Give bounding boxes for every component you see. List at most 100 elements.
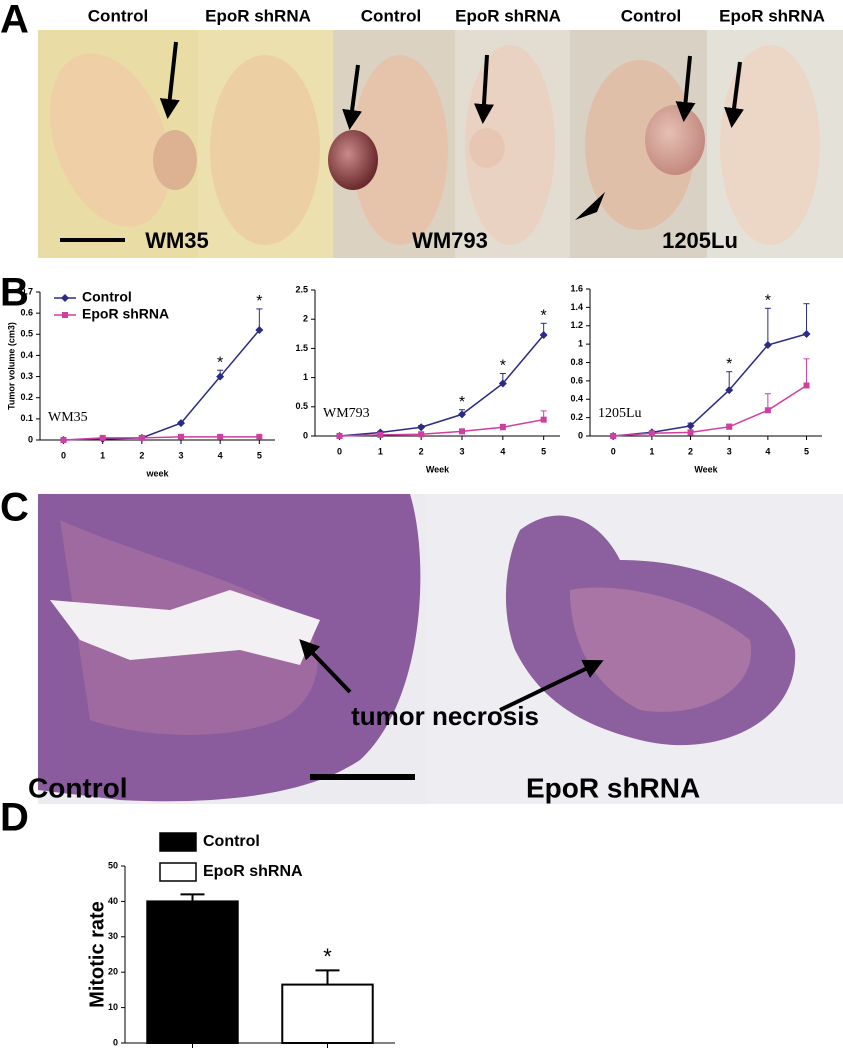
mouse bbox=[720, 45, 820, 245]
tumor bbox=[328, 130, 378, 190]
point bbox=[256, 433, 263, 440]
y-tick-label: 20 bbox=[108, 967, 118, 977]
arrow bbox=[499, 659, 604, 712]
point bbox=[802, 330, 811, 339]
y-tick-label: 0.8 bbox=[570, 357, 583, 367]
x-tick-label: 0 bbox=[337, 446, 342, 456]
panel-label: D bbox=[0, 796, 29, 840]
panel-label: A bbox=[0, 0, 29, 42]
point bbox=[62, 312, 68, 318]
point bbox=[217, 433, 224, 440]
y-axis-title: Tumor volume (cm3) bbox=[6, 322, 16, 410]
arrow bbox=[342, 64, 362, 130]
y-tick-label: 0.4 bbox=[570, 394, 583, 404]
x-tick-label: 4 bbox=[218, 450, 223, 460]
point bbox=[458, 410, 466, 419]
y-tick-label: 10 bbox=[108, 1002, 118, 1012]
point bbox=[726, 423, 733, 430]
y-tick-label: 0.7 bbox=[20, 286, 33, 296]
x-tick-label: 0 bbox=[611, 446, 616, 456]
point bbox=[459, 428, 465, 435]
y-tick-label: 2 bbox=[303, 314, 308, 324]
x-axis-title: Week bbox=[426, 464, 450, 474]
mouse bbox=[49, 53, 171, 227]
point bbox=[417, 423, 426, 432]
significance: * bbox=[765, 293, 771, 310]
x-tick-label: 5 bbox=[804, 446, 809, 456]
y-tick-label: 0.2 bbox=[570, 412, 583, 422]
photo-label: EpoR shRNA bbox=[205, 6, 311, 25]
tumor bbox=[153, 130, 197, 190]
point bbox=[539, 330, 548, 339]
y-tick-label: 1.4 bbox=[570, 302, 583, 312]
arrow bbox=[299, 639, 352, 694]
bar bbox=[146, 900, 239, 1045]
necrosis bbox=[50, 590, 320, 665]
series-line bbox=[63, 329, 260, 441]
section-label: Control bbox=[28, 772, 128, 803]
panel-a-labels: Control EpoR shRNA Control EpoR shRNA Co… bbox=[88, 6, 825, 252]
x-tick-label: 5 bbox=[257, 450, 262, 460]
y-tick-label: 30 bbox=[108, 931, 118, 941]
y-tick-label: 1.5 bbox=[295, 343, 308, 353]
legend-label: Control bbox=[82, 289, 132, 305]
panel-label: C bbox=[0, 486, 29, 530]
point bbox=[177, 419, 185, 428]
y-axis-title: Mitotic rate bbox=[86, 901, 108, 1008]
series-line bbox=[613, 333, 807, 437]
y-tick-label: 1 bbox=[303, 372, 308, 382]
y-tick-label: 40 bbox=[108, 896, 118, 906]
x-tick-label: 3 bbox=[459, 446, 464, 456]
point bbox=[610, 433, 617, 439]
x-tick-label: 3 bbox=[178, 450, 183, 460]
mouse bbox=[210, 55, 320, 245]
cell-line: WM35 bbox=[145, 228, 209, 253]
y-tick-label: 2.5 bbox=[295, 284, 308, 294]
bar bbox=[281, 983, 374, 1045]
photo-label: EpoR shRNA bbox=[719, 6, 825, 25]
x-tick-label: 1 bbox=[100, 450, 105, 460]
point bbox=[60, 437, 67, 443]
point bbox=[499, 424, 506, 431]
mouse bbox=[585, 60, 695, 230]
x-tick-label: 2 bbox=[688, 446, 693, 456]
tissue bbox=[570, 587, 752, 712]
significance: * bbox=[500, 358, 506, 375]
y-tick-label: 0.5 bbox=[20, 329, 33, 339]
x-tick-label: 3 bbox=[727, 446, 732, 456]
significance: * bbox=[541, 308, 547, 325]
point bbox=[540, 416, 547, 423]
series-line bbox=[63, 436, 260, 441]
point bbox=[377, 431, 384, 438]
significance: * bbox=[726, 356, 732, 373]
y-tick-label: 0.2 bbox=[20, 392, 33, 402]
x-tick-label: 1 bbox=[649, 446, 654, 456]
point bbox=[498, 379, 507, 388]
point bbox=[61, 294, 69, 302]
arrow bbox=[159, 41, 180, 119]
arrow bbox=[474, 54, 494, 124]
section-label: EpoR shRNA bbox=[526, 772, 700, 803]
panel-a-photos bbox=[38, 30, 843, 258]
point bbox=[803, 382, 810, 389]
annotation: tumor necrosis bbox=[351, 701, 539, 731]
point bbox=[178, 433, 184, 440]
y-tick-label: 50 bbox=[108, 860, 118, 870]
point bbox=[648, 430, 655, 437]
legend-label: Control bbox=[203, 833, 260, 850]
point bbox=[763, 341, 772, 350]
mouse bbox=[352, 55, 448, 245]
y-tick-label: 1.2 bbox=[570, 320, 583, 330]
arrow bbox=[724, 61, 744, 128]
point bbox=[216, 372, 225, 381]
x-tick-label: 1 bbox=[378, 446, 383, 456]
legend-swatch bbox=[159, 862, 197, 882]
legend-label: EpoR shRNA bbox=[203, 863, 303, 880]
series-line bbox=[339, 418, 544, 437]
y-tick-label: 0 bbox=[578, 430, 583, 440]
photo-label: EpoR shRNA bbox=[455, 6, 561, 25]
series-line bbox=[613, 384, 807, 437]
point bbox=[255, 326, 264, 335]
y-tick-label: 0 bbox=[28, 434, 33, 444]
